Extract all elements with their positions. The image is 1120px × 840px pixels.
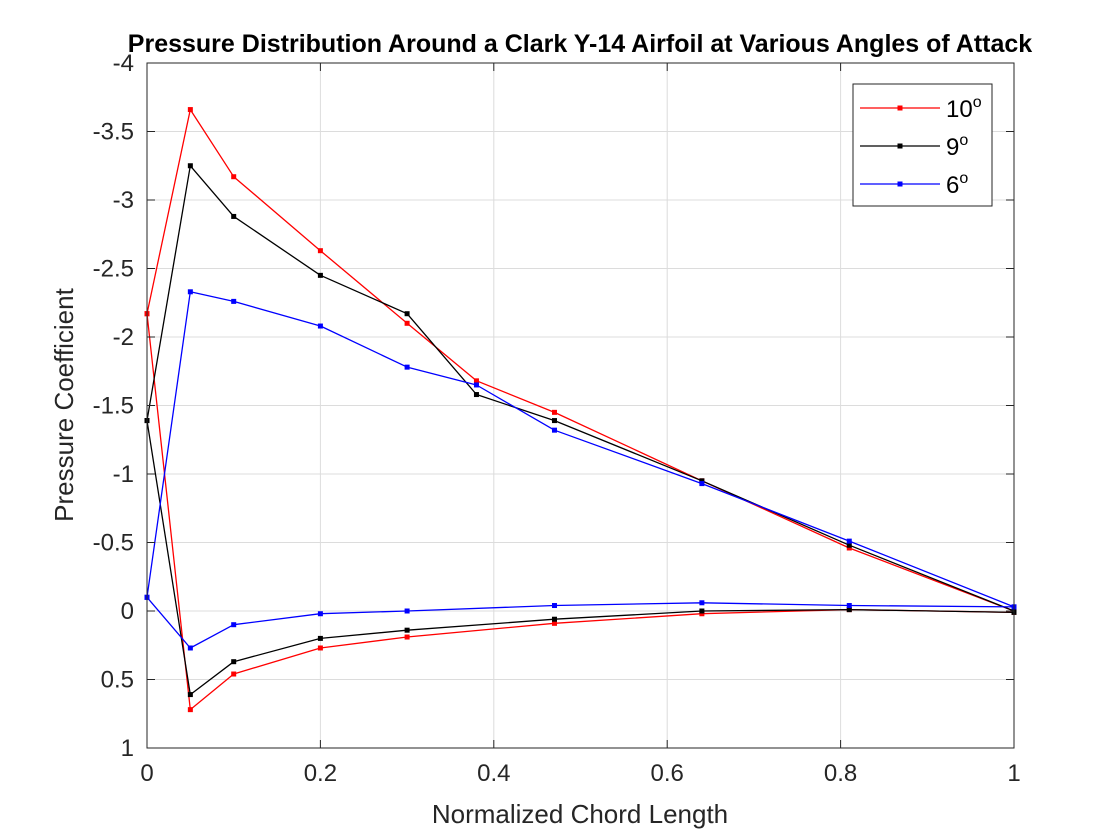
x-tick-label: 0 [140,760,153,787]
tick-labels: 0 0.2 0.4 0.6 0.8 1 -4 -3.5 -3 -2.5 -2 -1.5 -1 -0.5 0 0… [93,50,1021,787]
legend-entry-label: 6 [946,172,959,199]
data-point [317,323,323,329]
y-tick-label: -2.5 [93,256,134,283]
data-point [473,392,479,398]
data-point [404,311,410,317]
data-point [846,538,852,544]
data-point [187,107,193,113]
data-point [231,174,237,180]
chart-title: Pressure Distribution Around a Clark Y-1… [128,30,1032,58]
legend-entry-degree: o [959,132,968,149]
data-point [231,298,237,304]
legend-entry: 9o [946,132,968,161]
data-point [699,611,705,617]
y-tick-label: 1 [121,735,134,762]
data-point [699,481,705,487]
data-point [551,616,557,622]
x-tick-label: 0.8 [824,760,857,787]
data-point [846,603,852,609]
data-point [404,320,410,326]
data-point [231,671,237,677]
data-point [551,427,557,433]
grid [147,63,1014,748]
data-point [317,611,323,617]
legend-entry-degree: o [973,94,982,111]
legend-entry-degree: o [959,170,968,187]
y-axis-label: Pressure Coefficient [49,287,79,521]
data-point [404,627,410,633]
data-point [473,382,479,388]
x-axis-label: Normalized Chord Length [432,799,728,829]
data-point [846,542,852,548]
y-tick-label: 0 [121,598,134,625]
legend-marker [897,143,903,149]
data-point [404,634,410,640]
data-point [473,378,479,384]
data-point [187,289,193,295]
data-point [187,163,193,169]
data-point [404,364,410,370]
legend-entry-label: 10 [946,96,973,123]
y-tick-label: -3.5 [93,119,134,146]
axes [146,62,1015,749]
data-point [187,692,193,698]
x-tick-label: 0.2 [304,760,337,787]
data-point [846,607,852,613]
legend-marker [897,105,903,111]
legend-entry: 6o [946,170,968,199]
data-point [551,418,557,424]
data-point [231,213,237,219]
y-tick-label: -4 [113,50,134,77]
y-tick-label: 0.5 [101,667,134,694]
data-point [404,608,410,614]
series-line [146,291,1015,649]
data-point [551,603,557,609]
data-point [317,635,323,641]
data-point [231,659,237,665]
data-point [317,645,323,651]
x-tick-label: 0.4 [477,760,510,787]
y-tick-label: -2 [113,324,134,351]
data-point [187,645,193,651]
x-tick-label: 0.6 [651,760,684,787]
legend-entry-label: 9 [946,134,959,161]
data-point [317,272,323,278]
data-point [187,707,193,713]
data-point [231,622,237,628]
y-tick-label: -1.5 [93,393,134,420]
data-point [699,478,705,484]
y-tick-label: -3 [113,187,134,214]
data-point [699,608,705,614]
x-tick-label: 1 [1007,760,1020,787]
legend-entry: 10o [946,94,982,123]
y-tick-label: -1 [113,461,134,488]
data-point [551,620,557,626]
y-tick-label: -0.5 [93,530,134,557]
data-point [846,545,852,551]
data-point [317,248,323,254]
data-point [551,409,557,415]
data-point [699,600,705,606]
legend-marker [897,181,903,187]
legend-box [852,83,993,207]
